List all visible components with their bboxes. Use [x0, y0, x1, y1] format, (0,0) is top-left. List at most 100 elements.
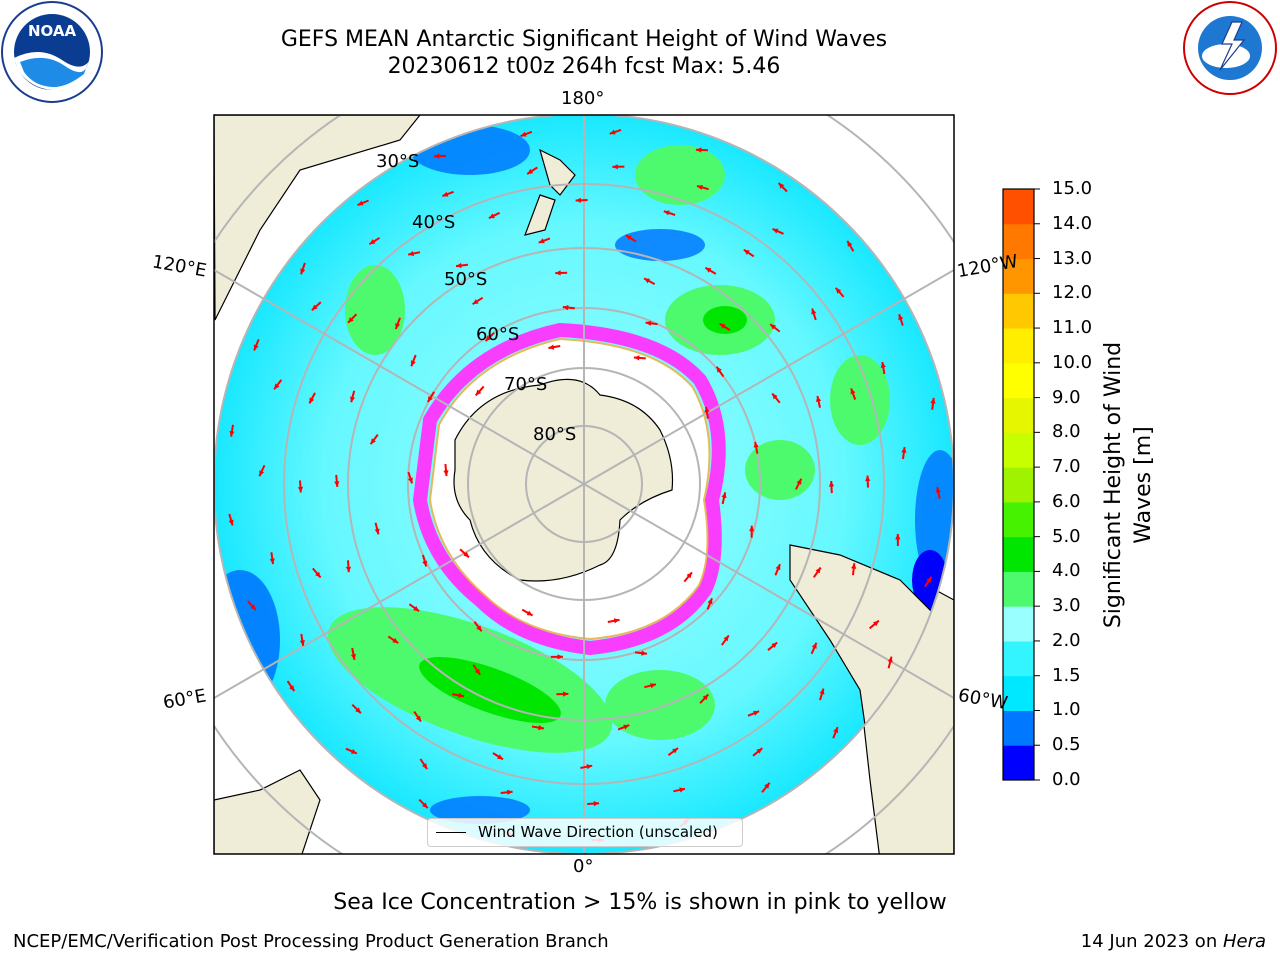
- wind-arrow-head: [850, 388, 856, 395]
- wind-arrow-head: [374, 528, 380, 535]
- sea-ice-caption: Sea Ice Concentration > 15% is shown in …: [333, 890, 947, 915]
- wind-arrow-head: [749, 525, 755, 532]
- wind-arrow-head: [520, 131, 527, 137]
- colorbar-tick-label: 10.0: [1052, 351, 1093, 373]
- map-subtitle: 20230612 t00z 264h fcst Max: 5.46: [387, 54, 781, 79]
- nws-logo-icon: [1183, 1, 1277, 95]
- lon-label-bottom: 0°: [573, 856, 594, 877]
- wind-arrow-head: [816, 396, 822, 402]
- colorbar-segment: [1003, 640, 1034, 677]
- wind-arrow-head: [815, 567, 821, 574]
- wind-arrow-head: [719, 323, 726, 329]
- wind-arrow-head: [557, 654, 563, 660]
- wind-arrow-head: [250, 604, 256, 611]
- wind-arrow-head: [895, 534, 901, 540]
- lat-label-50s: 50°S: [444, 269, 488, 290]
- colorbar: [1002, 188, 1040, 781]
- wind-arrow-head: [456, 262, 462, 269]
- wind-arrow-head: [686, 572, 692, 579]
- wind-arrow-head: [442, 191, 449, 197]
- colorbar-segment: [1003, 710, 1034, 746]
- wind-arrow-head: [593, 801, 600, 807]
- wind-arrow-head: [415, 715, 421, 722]
- colorbar-frame: [1002, 188, 1035, 781]
- lat-label-70s: 70°S: [504, 374, 548, 395]
- wind-arrow-head: [229, 430, 235, 437]
- wind-arrow-head: [707, 598, 713, 605]
- wind-arrow-head: [526, 610, 533, 616]
- colorbar-segment: [1003, 189, 1034, 225]
- wind-arrow-head: [873, 620, 879, 627]
- wind-arrow-head: [299, 640, 305, 646]
- wind-arrow-head: [753, 441, 759, 448]
- wind-arrow-head: [350, 396, 356, 403]
- colorbar-tick-label: 1.0: [1052, 699, 1081, 721]
- colorbar-tick-label: 11.0: [1052, 317, 1093, 339]
- colorbar-tick-label: 4.0: [1052, 560, 1081, 582]
- wind-arrow-head: [350, 654, 356, 660]
- wind-arrow-head: [887, 656, 893, 663]
- wind-arrow-head: [548, 344, 555, 350]
- wind-arrow-head: [679, 787, 686, 793]
- wind-arrow-head: [443, 470, 449, 476]
- wind-arrow-head: [476, 625, 482, 632]
- wind-arrow-head: [865, 475, 871, 482]
- wind-arrow-head: [716, 366, 722, 373]
- map-legend: Wind Wave Direction (unscaled): [427, 818, 743, 847]
- wind-arrow-head: [880, 362, 886, 368]
- colorbar-tick-label: 8.0: [1052, 421, 1081, 443]
- map-title: GEFS MEAN Antarctic Significant Height o…: [280, 27, 888, 52]
- colorbar-tick-label: 0.0: [1052, 769, 1081, 790]
- wind-arrow-head: [309, 397, 315, 404]
- wind-arrow-head: [422, 802, 428, 809]
- wind-arrow-head: [851, 563, 857, 569]
- wind-arrow-head: [563, 691, 569, 697]
- wind-arrow-head: [705, 267, 712, 273]
- wind-arrow-head: [764, 782, 770, 789]
- wind-arrow-head: [625, 235, 632, 241]
- wind-arrow-head: [641, 650, 647, 656]
- wind-arrow-head: [796, 478, 802, 485]
- colorbar-segment: [1003, 571, 1034, 607]
- colorbar-tick-label: 7.0: [1052, 456, 1081, 478]
- wind-arrow-head: [538, 725, 544, 731]
- wind-arrow-head: [723, 635, 729, 642]
- wind-arrow-head: [463, 551, 469, 558]
- lat-label-60s: 60°S: [476, 324, 520, 345]
- colorbar-tick-label: 0.5: [1052, 734, 1081, 756]
- wind-arrow-head: [485, 335, 492, 342]
- wind-arrow-head: [586, 764, 593, 770]
- wind-arrow-head: [833, 727, 839, 734]
- wind-arrow-head: [770, 324, 777, 330]
- wind-arrow-head: [334, 481, 340, 487]
- wind-arrow-head: [370, 438, 376, 445]
- lat-label-40s: 40°S: [412, 212, 456, 233]
- colorbar-segment: [1003, 675, 1034, 711]
- wind-arrow-head: [350, 748, 357, 754]
- colorbar-segment: [1003, 223, 1034, 260]
- legend-entry: Wind Wave Direction (unscaled): [478, 823, 718, 841]
- wind-arrow-head: [644, 278, 651, 284]
- colorbar-segment: [1003, 362, 1034, 399]
- wind-arrow-head: [472, 299, 479, 305]
- colorbar-segment: [1003, 397, 1034, 433]
- wind-arrow-head: [926, 576, 932, 583]
- wind-arrow-head: [613, 618, 620, 624]
- wind-arrow-head: [778, 183, 785, 189]
- colorbar-label: Significant Height of Wind Waves [m]: [1099, 342, 1159, 628]
- wind-arrow-head: [704, 406, 710, 413]
- wind-arrow-head: [228, 519, 234, 526]
- wind-arrow-head: [410, 360, 416, 367]
- wind-arrow-head: [609, 129, 616, 135]
- wind-wave-arrows: [228, 128, 941, 843]
- lat-label-80s: 80°S: [533, 424, 577, 445]
- wind-arrow-head: [395, 323, 401, 329]
- colorbar-segment: [1003, 328, 1034, 364]
- wind-arrow-head: [753, 710, 760, 716]
- colorbar-tick-label: 1.5: [1052, 664, 1081, 686]
- wind-arrow-head: [695, 147, 702, 153]
- colorbar-segment: [1003, 293, 1034, 329]
- wind-arrow-head: [645, 320, 652, 326]
- wind-arrow-head: [348, 317, 354, 323]
